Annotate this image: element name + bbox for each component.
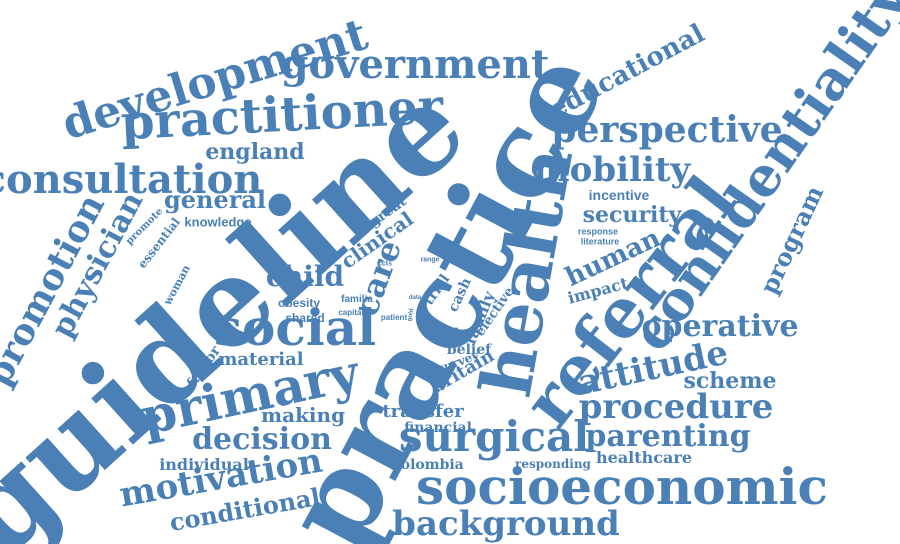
word-social: social — [213, 298, 377, 357]
word-decision: decision — [192, 422, 332, 457]
word-range: range — [420, 256, 440, 264]
word-finding: finding — [431, 325, 459, 334]
word-parenting: parenting — [585, 419, 751, 454]
word-patient: patient — [380, 313, 408, 322]
word-knowledge: knowledge — [184, 214, 252, 230]
word-operative: operative — [641, 309, 799, 344]
word-perspective: perspective — [551, 109, 783, 151]
word-familia: familia — [341, 294, 373, 305]
word-obesity: obesity — [277, 296, 321, 310]
word-child: child — [265, 260, 345, 293]
word-procedure: procedure — [578, 387, 774, 427]
word-healthcare: healthcare — [596, 448, 692, 467]
word-individual: individual — [159, 455, 249, 474]
word-security: security — [582, 202, 682, 228]
word-surgical: surgical — [398, 412, 590, 461]
word-making: making — [260, 403, 346, 427]
word-financial: financial — [404, 420, 472, 436]
word-england: england — [205, 139, 305, 165]
word-incentive: incentive — [588, 187, 650, 203]
word-response: response — [577, 226, 619, 237]
word-literature: literature — [580, 236, 620, 247]
word-scheme: scheme — [683, 368, 777, 394]
word-capital: capital — [338, 308, 364, 317]
word-government: government — [280, 41, 550, 88]
word-material: material — [218, 349, 304, 370]
word-belief: belief — [446, 342, 492, 358]
word-mobility: mobility — [533, 150, 691, 190]
word-socioeconomic: socioeconomic — [416, 457, 828, 516]
word-responding: responding — [515, 457, 591, 471]
word-data: data — [408, 295, 422, 301]
word-background: background — [392, 504, 620, 544]
word-colombia: colombia — [392, 457, 464, 473]
word-ccts: ccts — [377, 260, 393, 268]
word-consultation: consultation — [0, 156, 263, 203]
word-general: general — [163, 185, 267, 214]
word-transfer: transfer — [382, 401, 464, 422]
word-shared: shared — [285, 311, 325, 325]
